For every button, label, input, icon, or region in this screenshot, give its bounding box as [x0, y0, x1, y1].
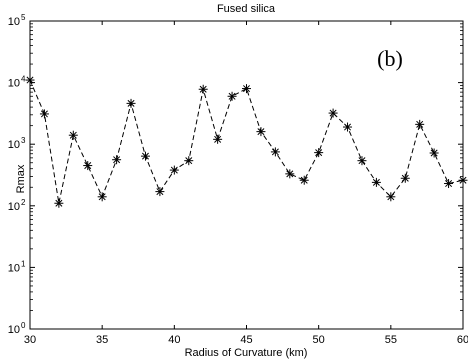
- data-point-marker: [68, 130, 78, 140]
- y-tick-label-exponent: 2: [21, 198, 26, 207]
- data-point-marker: [184, 156, 194, 166]
- data-series: [25, 75, 468, 208]
- x-tick-label: 55: [385, 334, 397, 346]
- y-tick-label-exponent: 1: [21, 259, 26, 268]
- data-point-marker: [112, 155, 122, 165]
- data-point-marker: [140, 151, 150, 161]
- x-tick-label: 30: [24, 334, 36, 346]
- data-point-marker: [25, 75, 35, 85]
- data-point-marker: [227, 91, 237, 101]
- x-tick-label: 45: [240, 334, 252, 346]
- data-point-marker: [213, 134, 223, 144]
- data-point-marker: [357, 156, 367, 166]
- y-axis-label: Rmax: [15, 164, 27, 193]
- data-point-marker: [97, 192, 107, 202]
- y-tick-label-exponent: 5: [21, 13, 26, 22]
- data-point-marker: [386, 192, 396, 202]
- data-point-marker: [242, 84, 251, 94]
- data-point-marker: [429, 148, 439, 158]
- y-tick-label: 10: [8, 324, 20, 336]
- data-point-marker: [54, 198, 64, 208]
- series-line: [29, 79, 464, 204]
- x-tick-label: 50: [313, 334, 325, 346]
- y-tick-label-exponent: 3: [21, 136, 26, 145]
- x-axis-label: Radius of Curvature (km): [185, 347, 308, 359]
- data-point-marker: [328, 108, 338, 118]
- y-tick-label: 10: [8, 139, 20, 151]
- y-tick-label: 10: [8, 78, 20, 90]
- panel-label: (b): [377, 46, 403, 71]
- y-tick-label-exponent: 4: [21, 75, 26, 84]
- x-tick-label: 40: [168, 334, 180, 346]
- data-point-marker: [444, 179, 454, 189]
- y-tick-label-exponent: 0: [21, 321, 26, 330]
- data-point-marker: [39, 109, 49, 119]
- y-tick-label: 10: [8, 16, 20, 28]
- data-point-marker: [126, 98, 136, 108]
- x-tick-label: 60: [457, 334, 468, 346]
- chart-title: Fused silica: [217, 3, 276, 15]
- data-point-marker: [299, 175, 309, 185]
- data-point-marker: [400, 173, 410, 183]
- x-tick-label: 35: [96, 334, 108, 346]
- data-point-marker: [415, 119, 425, 129]
- y-tick-label: 10: [8, 201, 20, 213]
- x-axis-ticks: 30 35 40 45 50 55 60: [24, 21, 468, 346]
- data-point-marker: [371, 177, 381, 187]
- data-point-marker: [458, 175, 468, 185]
- data-point-marker: [270, 147, 280, 157]
- data-point-marker: [343, 122, 353, 132]
- data-point-marker: [314, 148, 324, 158]
- data-point-marker: [256, 127, 266, 137]
- data-point-marker: [169, 165, 179, 175]
- data-point-marker: [198, 84, 208, 94]
- data-point-marker: [83, 161, 93, 171]
- data-point-marker: [155, 187, 165, 197]
- y-tick-label: 10: [8, 262, 20, 274]
- data-point-marker: [285, 169, 295, 179]
